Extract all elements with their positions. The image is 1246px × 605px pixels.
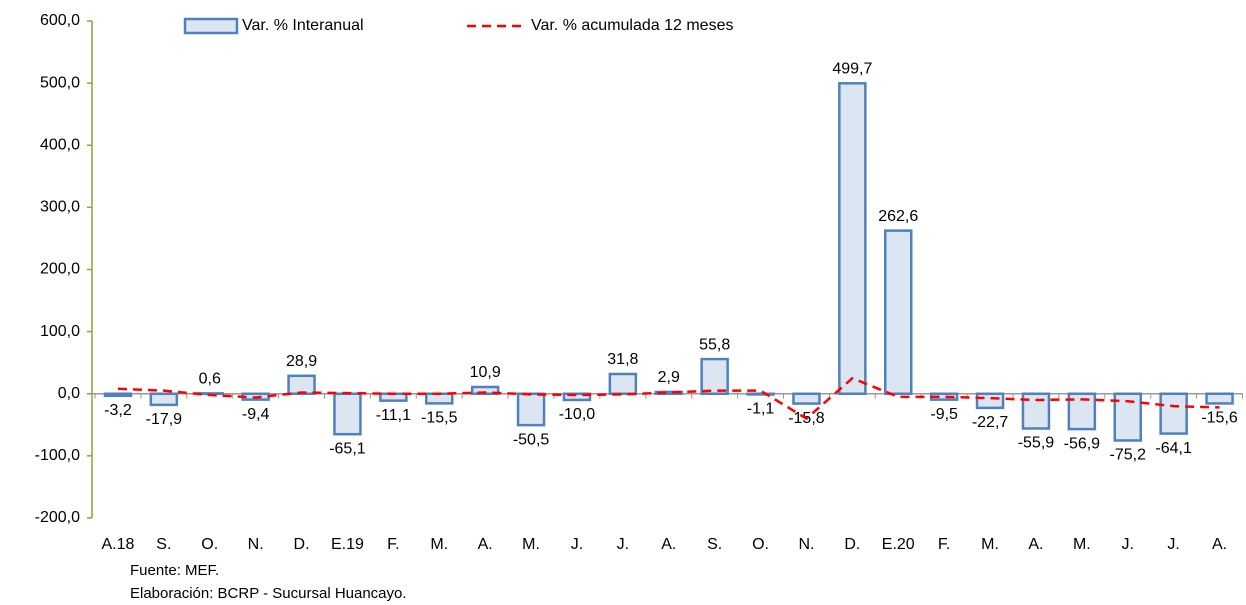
legend-swatch [183, 17, 239, 35]
x-tick-label: S. [707, 536, 722, 553]
x-tick-label: D. [294, 536, 310, 553]
bar [149, 392, 179, 407]
value-label: -11,1 [376, 407, 411, 424]
bar [838, 82, 867, 396]
x-tick-label: E.19 [331, 536, 364, 553]
x-tick-label: M. [981, 536, 999, 553]
x-tick-label: J. [617, 536, 629, 553]
value-label: 262,6 [878, 208, 918, 225]
x-tick-label: M. [522, 536, 540, 553]
bar [425, 392, 454, 405]
x-tick-label: A. [1028, 536, 1043, 553]
x-tick-label: E.20 [882, 536, 915, 553]
value-label: -65,1 [329, 440, 366, 457]
y-tick-label: -100,0 [35, 447, 80, 464]
bar [516, 392, 546, 427]
bar [1159, 392, 1188, 435]
value-label: -1,1 [747, 401, 775, 418]
value-label: 0,6 [199, 371, 221, 388]
x-tick-label: J. [1122, 536, 1134, 553]
x-tick-label: F. [387, 536, 399, 553]
x-tick-label: F. [938, 536, 950, 553]
value-label: 31,8 [607, 351, 638, 368]
line-series [117, 376, 1220, 421]
y-tick-label: 200,0 [40, 261, 80, 278]
value-label: -50,5 [513, 431, 550, 448]
bar [884, 229, 913, 395]
value-label: -15,6 [1201, 410, 1238, 427]
value-label: -10,0 [559, 406, 596, 423]
value-label: -9,5 [930, 406, 958, 423]
legend-label: Var. % Interanual [242, 17, 364, 34]
x-tick-label: O. [752, 536, 769, 553]
value-label: -3,2 [104, 402, 132, 419]
y-tick-label: 600,0 [40, 12, 80, 29]
value-label: -17,9 [146, 411, 183, 428]
value-label: -55,9 [1018, 435, 1055, 452]
y-tick-label: 100,0 [40, 323, 80, 340]
y-tick-label: 400,0 [40, 136, 80, 153]
x-tick-label: J. [1167, 536, 1179, 553]
bar [103, 392, 133, 397]
x-tick-label: S. [156, 536, 171, 553]
value-label: -15,5 [421, 410, 458, 427]
y-tick-label: 0,0 [58, 385, 80, 402]
bar [287, 374, 316, 395]
x-tick-label: O. [201, 536, 218, 553]
x-tick-label: A. [478, 536, 493, 553]
y-tick-label: 500,0 [40, 74, 80, 91]
note: Fuente: MEF. [130, 562, 219, 579]
bar [700, 357, 729, 396]
value-label: 28,9 [286, 353, 317, 370]
bar [333, 392, 362, 436]
note: Elaboración: BCRP - Sucursal Huancayo. [130, 585, 407, 602]
value-label: 2,9 [658, 369, 680, 386]
value-label: -64,1 [1155, 440, 1192, 457]
bar [746, 392, 775, 396]
bar [562, 392, 592, 402]
x-tick-label: A.18 [101, 536, 134, 553]
bar [975, 392, 1005, 410]
value-label: 10,9 [470, 364, 501, 381]
x-tick-label: M. [430, 536, 448, 553]
bar [608, 372, 638, 396]
y-tick-label: 300,0 [40, 199, 80, 216]
value-label: -75,2 [1110, 447, 1147, 464]
y-tick-label: -200,0 [35, 509, 80, 526]
x-tick-label: M. [1073, 536, 1091, 553]
x-tick-label: N. [798, 536, 814, 553]
value-label: -9,4 [242, 406, 270, 423]
bar [1205, 392, 1234, 405]
value-label: 499,7 [832, 61, 872, 78]
x-tick-label: N. [248, 536, 264, 553]
bar [654, 390, 683, 395]
value-label: 55,8 [699, 336, 730, 353]
bar [792, 392, 821, 405]
x-tick-label: A. [661, 536, 676, 553]
x-tick-label: J. [571, 536, 583, 553]
value-label: -56,9 [1064, 435, 1101, 452]
legend-label: Var. % acumulada 12 meses [531, 17, 733, 34]
x-tick-label: A. [1212, 536, 1227, 553]
value-label: -22,7 [972, 414, 1009, 431]
x-tick-label: D. [844, 536, 860, 553]
